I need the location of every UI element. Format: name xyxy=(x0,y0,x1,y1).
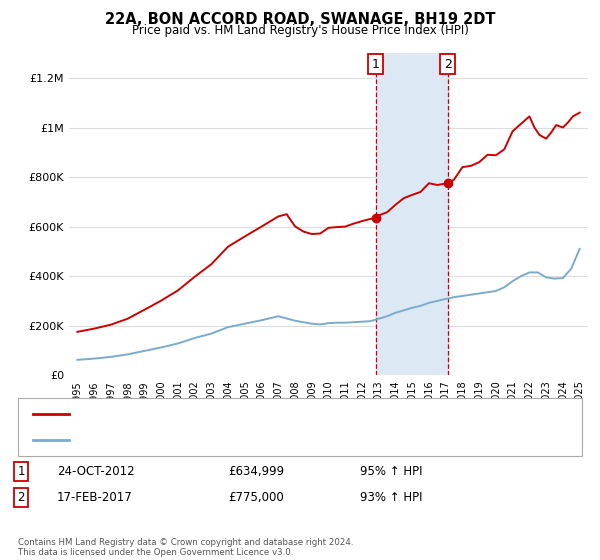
Text: 1: 1 xyxy=(17,465,25,478)
Text: HPI: Average price, detached house, Dorset: HPI: Average price, detached house, Dors… xyxy=(75,435,314,445)
Text: 1: 1 xyxy=(372,58,380,71)
Text: 95% ↑ HPI: 95% ↑ HPI xyxy=(360,465,422,478)
Text: 22A, BON ACCORD ROAD, SWANAGE, BH19 2DT (detached house): 22A, BON ACCORD ROAD, SWANAGE, BH19 2DT … xyxy=(75,409,437,419)
Text: £775,000: £775,000 xyxy=(228,491,284,504)
Text: 24-OCT-2012: 24-OCT-2012 xyxy=(57,465,134,478)
Bar xyxy=(376,53,448,375)
Text: 93% ↑ HPI: 93% ↑ HPI xyxy=(360,491,422,504)
Text: Price paid vs. HM Land Registry's House Price Index (HPI): Price paid vs. HM Land Registry's House … xyxy=(131,24,469,36)
Text: 22A, BON ACCORD ROAD, SWANAGE, BH19 2DT: 22A, BON ACCORD ROAD, SWANAGE, BH19 2DT xyxy=(105,12,495,27)
Text: £634,999: £634,999 xyxy=(228,465,284,478)
Text: 17-FEB-2017: 17-FEB-2017 xyxy=(57,491,133,504)
Text: 2: 2 xyxy=(17,491,25,504)
Text: 2: 2 xyxy=(444,58,452,71)
Text: Contains HM Land Registry data © Crown copyright and database right 2024.
This d: Contains HM Land Registry data © Crown c… xyxy=(18,538,353,557)
